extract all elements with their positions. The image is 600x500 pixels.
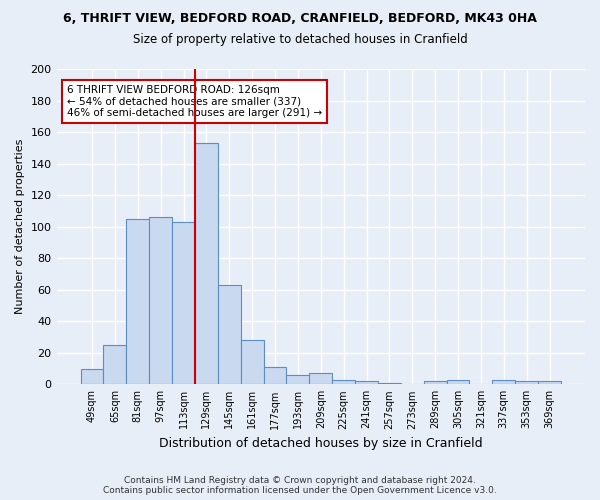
Bar <box>149 217 172 384</box>
Y-axis label: Number of detached properties: Number of detached properties <box>15 139 25 314</box>
Bar <box>80 368 103 384</box>
Bar <box>355 381 378 384</box>
Bar <box>538 381 561 384</box>
X-axis label: Distribution of detached houses by size in Cranfield: Distribution of detached houses by size … <box>159 437 482 450</box>
Bar <box>493 380 515 384</box>
Bar <box>127 219 149 384</box>
Bar <box>332 380 355 384</box>
Bar <box>195 143 218 384</box>
Bar <box>424 381 446 384</box>
Bar <box>218 285 241 384</box>
Bar <box>515 381 538 384</box>
Bar <box>310 374 332 384</box>
Bar <box>103 345 127 385</box>
Text: Size of property relative to detached houses in Cranfield: Size of property relative to detached ho… <box>133 32 467 46</box>
Text: 6, THRIFT VIEW, BEDFORD ROAD, CRANFIELD, BEDFORD, MK43 0HA: 6, THRIFT VIEW, BEDFORD ROAD, CRANFIELD,… <box>63 12 537 26</box>
Text: Contains HM Land Registry data © Crown copyright and database right 2024.
Contai: Contains HM Land Registry data © Crown c… <box>103 476 497 495</box>
Text: 6 THRIFT VIEW BEDFORD ROAD: 126sqm
← 54% of detached houses are smaller (337)
46: 6 THRIFT VIEW BEDFORD ROAD: 126sqm ← 54%… <box>67 85 322 118</box>
Bar <box>378 382 401 384</box>
Bar <box>241 340 263 384</box>
Bar <box>286 375 310 384</box>
Bar <box>263 367 286 384</box>
Bar <box>446 380 469 384</box>
Bar <box>172 222 195 384</box>
